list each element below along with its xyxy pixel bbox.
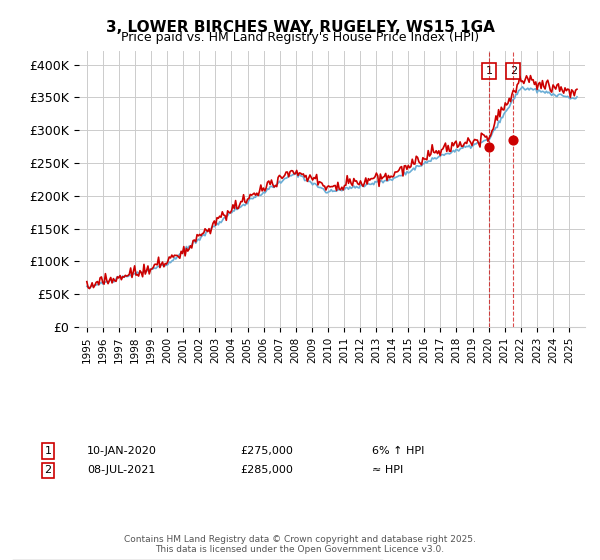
Text: 10-JAN-2020: 10-JAN-2020 <box>87 446 157 456</box>
Text: 08-JUL-2021: 08-JUL-2021 <box>87 465 155 475</box>
Text: £275,000: £275,000 <box>240 446 293 456</box>
Point <box>509 136 518 144</box>
Text: 6% ↑ HPI: 6% ↑ HPI <box>372 446 424 456</box>
Text: 1: 1 <box>44 446 52 456</box>
Text: £285,000: £285,000 <box>240 465 293 475</box>
Text: ≈ HPI: ≈ HPI <box>372 465 403 475</box>
Text: 2: 2 <box>44 465 52 475</box>
Text: 2: 2 <box>510 66 517 76</box>
Point <box>484 142 494 151</box>
Text: Price paid vs. HM Land Registry's House Price Index (HPI): Price paid vs. HM Land Registry's House … <box>121 31 479 44</box>
Text: Contains HM Land Registry data © Crown copyright and database right 2025.
This d: Contains HM Land Registry data © Crown c… <box>124 535 476 554</box>
Text: 3, LOWER BIRCHES WAY, RUGELEY, WS15 1GA: 3, LOWER BIRCHES WAY, RUGELEY, WS15 1GA <box>106 20 494 35</box>
Text: 1: 1 <box>485 66 493 76</box>
